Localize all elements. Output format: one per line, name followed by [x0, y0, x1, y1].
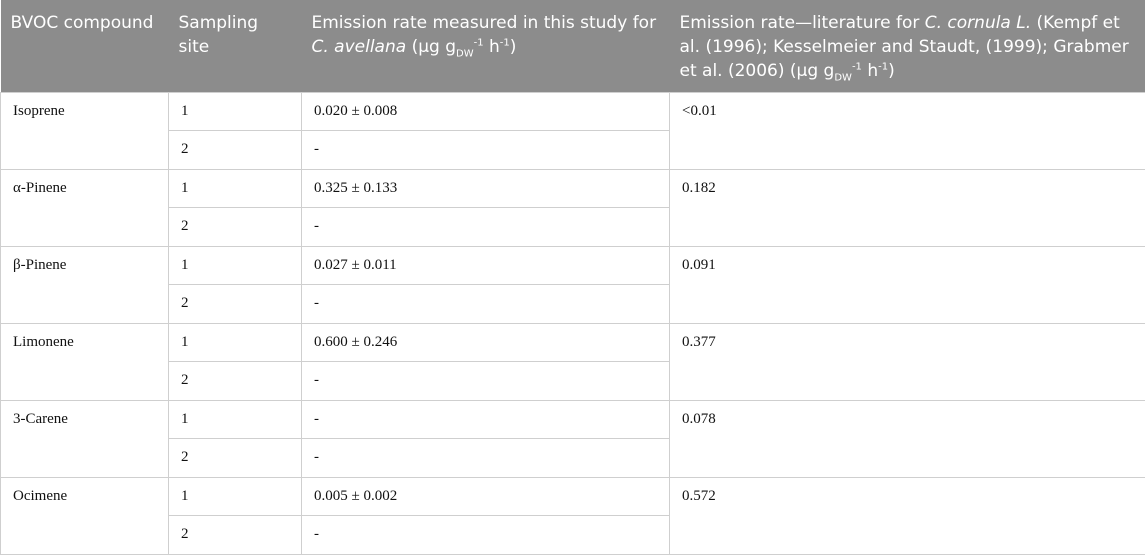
table-header: BVOC compound Sampling site Emission rat… — [0, 0, 1145, 92]
site-cell: 2 — [168, 284, 302, 324]
literature-cell: 0.078 — [669, 399, 1145, 478]
value-cell: 0.600 ± 0.246 — [301, 322, 670, 362]
table-row: Isoprene 1 0.020 ± 0.008 <0.01 — [0, 91, 1145, 170]
header-row: BVOC compound Sampling site Emission rat… — [0, 0, 1145, 92]
value-cell: - — [301, 207, 670, 247]
header-references: (Kempf et al. (1996); Kesselmeier and St… — [679, 13, 1129, 81]
site-cell: 1 — [168, 168, 302, 208]
value-cell: 0.027 ± 0.011 — [301, 245, 670, 285]
value-cell: - — [301, 399, 670, 439]
unit-superscript: -1 — [878, 61, 889, 73]
table-body: Isoprene 1 0.020 ± 0.008 <0.01 2 - α-Pin… — [0, 91, 1145, 555]
header-text: Emission rate measured in this study for — [311, 13, 657, 33]
unit-superscript: -1 — [851, 61, 862, 73]
table-row: β-Pinene 1 0.027 ± 0.011 0.091 — [0, 245, 1145, 324]
compound-cell: α-Pinene — [0, 168, 169, 247]
site-cell: 1 — [168, 322, 302, 362]
site-cell: 2 — [168, 438, 302, 478]
compound-cell: Isoprene — [0, 91, 169, 170]
value-cell: - — [301, 438, 670, 478]
header-bvoc-compound: BVOC compound — [0, 0, 169, 92]
table-row: 2 - — [1, 515, 1145, 555]
unit-text: ) — [509, 37, 517, 57]
compound-cell: Limonene — [0, 322, 169, 401]
unit-subscript: DW — [456, 48, 474, 60]
unit-text: h — [861, 61, 879, 81]
site-cell: 2 — [168, 515, 302, 555]
table-row: 2 - — [1, 207, 1145, 247]
value-cell: - — [301, 361, 670, 401]
unit-subscript: DW — [834, 72, 852, 84]
table-row: Limonene 1 0.600 ± 0.246 0.377 — [0, 322, 1145, 401]
value-cell: - — [301, 515, 670, 555]
site-cell: 2 — [168, 130, 302, 170]
header-emission-rate-literature: Emission rate—literature for C. cornula … — [669, 0, 1145, 92]
site-cell: 2 — [168, 361, 302, 401]
literature-cell: 0.091 — [669, 245, 1145, 324]
header-emission-rate-this-study: Emission rate measured in this study for… — [301, 0, 670, 92]
table-row: 2 - — [1, 361, 1145, 401]
site-cell: 1 — [168, 91, 302, 131]
site-cell: 1 — [168, 399, 302, 439]
table-row: 2 - — [1, 438, 1145, 478]
unit-text: h — [483, 37, 500, 57]
unit-superscript: -1 — [473, 37, 484, 49]
species-name: C. cornula L. — [924, 13, 1032, 33]
header-sampling-site: Sampling site — [168, 0, 302, 92]
site-cell: 1 — [168, 245, 302, 285]
unit-text: (µg g — [406, 37, 457, 57]
unit-superscript: -1 — [499, 37, 510, 49]
literature-cell: 0.572 — [669, 476, 1145, 555]
literature-cell: <0.01 — [669, 91, 1145, 170]
table-row: 2 - — [1, 130, 1145, 170]
site-cell: 2 — [168, 207, 302, 247]
value-cell: - — [301, 284, 670, 324]
table-row: 3-Carene 1 - 0.078 — [0, 399, 1145, 478]
value-cell: 0.020 ± 0.008 — [301, 91, 670, 131]
unit-text: ) — [888, 61, 895, 81]
compound-cell: β-Pinene — [0, 245, 169, 324]
header-text: Emission rate—literature for — [679, 13, 925, 33]
compound-cell: 3-Carene — [0, 399, 169, 478]
site-cell: 1 — [168, 476, 302, 516]
table-row: Ocimene 1 0.005 ± 0.002 0.572 — [0, 476, 1145, 555]
literature-cell: 0.377 — [669, 322, 1145, 401]
compound-cell: Ocimene — [0, 476, 169, 555]
literature-cell: 0.182 — [669, 168, 1145, 247]
value-cell: 0.325 ± 0.133 — [301, 168, 670, 208]
table-row: α-Pinene 1 0.325 ± 0.133 0.182 — [0, 168, 1145, 247]
species-name: C. avellana — [311, 37, 407, 57]
value-cell: 0.005 ± 0.002 — [301, 476, 670, 516]
value-cell: - — [301, 130, 670, 170]
